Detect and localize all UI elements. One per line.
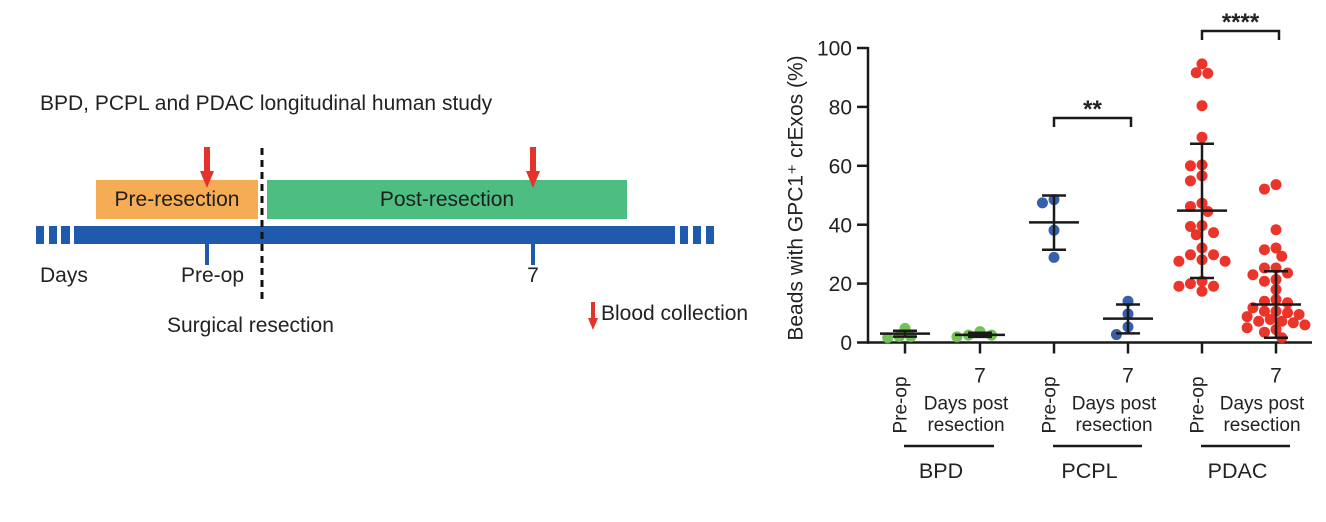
x-category-sublabel: resection [1075, 415, 1152, 436]
data-points [882, 58, 1311, 344]
timeline-bar [74, 226, 675, 244]
error-bars [880, 142, 1301, 340]
timeline-break-left-3 [61, 226, 70, 244]
data-point [1219, 255, 1231, 267]
data-point [1173, 255, 1185, 267]
diagram-title: BPD, PCPL and PDAC longitudinal human st… [40, 92, 493, 115]
axis-labels: 0 20 40 60 80 100 Beads with GPC1⁺ crExos (%) P… [785, 38, 1305, 483]
y-tick-label: 100 [817, 38, 852, 61]
data-point [1184, 220, 1196, 232]
x-category-sublabel: Days post [1072, 394, 1157, 415]
significance-label: ** [1083, 96, 1102, 123]
data-point [951, 331, 963, 343]
y-tick-label: 0 [840, 332, 852, 355]
x-category-label: Pre-op [1187, 376, 1208, 433]
y-axis-label: Beads with GPC1⁺ crExos (%) [785, 55, 808, 340]
x-category-label: Pre-op [890, 376, 911, 433]
group-label: PDAC [1208, 459, 1268, 483]
data-point [1241, 322, 1253, 334]
group-label: BPD [919, 459, 963, 483]
data-point [1190, 67, 1202, 79]
y-tick-label: 40 [829, 214, 852, 237]
data-point [1208, 280, 1220, 292]
y-tick-label: 20 [829, 273, 852, 296]
data-point [1270, 224, 1282, 236]
data-point [1293, 309, 1305, 321]
data-point [1253, 315, 1265, 327]
data-point [1270, 242, 1282, 254]
data-point [1036, 197, 1048, 209]
x-category-sublabel: resection [927, 415, 1004, 436]
y-tick-label: 60 [829, 155, 852, 178]
pre-resection-label: Pre-resection [114, 187, 240, 211]
x-category-label: 7 [1270, 365, 1282, 388]
pre-resection-phase: Pre-resection [96, 180, 258, 219]
x-category-label: Pre-op [1039, 376, 1060, 433]
timeline-tick-preop [205, 244, 209, 265]
data-point [1282, 267, 1294, 279]
data-point [1190, 229, 1202, 241]
data-point [1184, 249, 1196, 261]
x-category-sublabel: Days post [924, 394, 1009, 415]
timeline-break-right-3 [706, 226, 714, 244]
post-resection-label: Post-resection [379, 187, 515, 211]
post-resection-phase: Post-resection [267, 180, 627, 219]
legend-red-arrow-icon [588, 302, 598, 330]
data-point [1287, 317, 1299, 329]
blood-collection-arrow-icon [526, 147, 540, 188]
days-axis-label: Days [40, 264, 88, 287]
data-point [1276, 315, 1288, 327]
data-point [1276, 250, 1288, 262]
data-point [1258, 244, 1270, 256]
data-point [1258, 326, 1270, 338]
blood-collection-arrow-icon [200, 147, 214, 188]
data-point [1247, 269, 1259, 281]
legend-blood-collection-label: Blood collection [601, 302, 749, 325]
group-label: PCPL [1061, 459, 1117, 483]
significance-annotations: ****** [1052, 9, 1281, 127]
data-point [1184, 175, 1196, 187]
data-point [1184, 160, 1196, 172]
timeline-tick-day7 [531, 244, 535, 265]
x-category-label: 7 [1122, 365, 1134, 388]
data-point [1282, 307, 1294, 319]
surgical-resection-label: Surgical resection [167, 314, 334, 337]
data-point [1264, 314, 1276, 326]
data-point [1258, 305, 1270, 317]
surgical-resection-dashed-line [260, 148, 264, 304]
significance-bracket [1052, 116, 1133, 127]
data-point [1196, 131, 1208, 143]
y-tick-label: 80 [829, 97, 852, 120]
x-category-sublabel: resection [1223, 415, 1300, 436]
x-category-sublabel: Days post [1220, 394, 1305, 415]
data-point [1258, 183, 1270, 195]
data-point [1184, 200, 1196, 212]
timeline-break-right-2 [693, 226, 701, 244]
data-point [1241, 311, 1253, 323]
significance-label: **** [1222, 9, 1260, 36]
data-point [882, 332, 894, 344]
data-point [1299, 319, 1311, 331]
timepoint-preop-label: Pre-op [181, 264, 245, 287]
data-point [1208, 227, 1220, 239]
data-point [1196, 58, 1208, 70]
data-point [1048, 251, 1060, 263]
timeline-break-left-2 [49, 226, 57, 244]
significance-bracket [1200, 29, 1281, 40]
data-point [1196, 285, 1208, 297]
chart-axes [857, 46, 1312, 448]
timepoint-day7-label: 7 [527, 264, 539, 287]
data-point [1184, 278, 1196, 290]
data-point [1282, 297, 1294, 309]
timeline-break-right-1 [680, 226, 688, 244]
x-category-label: 7 [974, 365, 986, 388]
data-point [1258, 275, 1270, 287]
data-point [1208, 249, 1220, 261]
data-point [1270, 179, 1282, 191]
data-point [1196, 100, 1208, 112]
data-point [1202, 67, 1214, 79]
timeline-break-left-1 [36, 226, 44, 244]
data-point [1173, 280, 1185, 292]
